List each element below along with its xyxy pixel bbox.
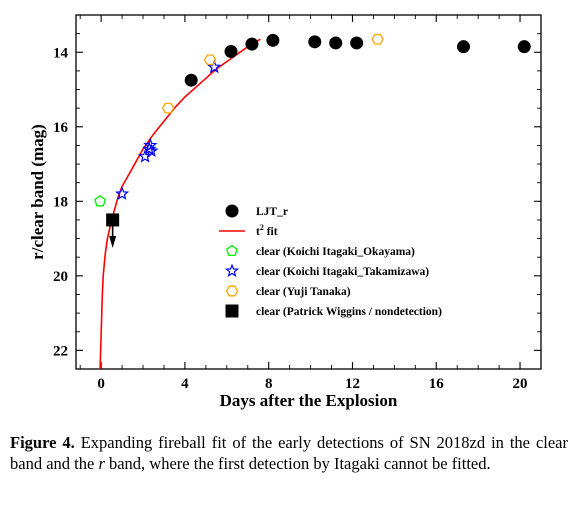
data-point-series-0: [245, 37, 259, 51]
y-axis-title: r/clear band (mag): [28, 124, 47, 260]
legend-label-series-3: clear (Yuji Tanaka): [256, 286, 351, 298]
x-tick-label: 8: [265, 376, 273, 392]
legend-label-series-4: clear (Patrick Wiggins / nondetection): [256, 306, 442, 318]
data-point-series-0: [457, 40, 470, 54]
legend-label-series-2: clear (Koichi Itagaki_Takamizawa): [256, 266, 429, 278]
data-point-series-0: [350, 36, 364, 50]
legend-marker-ljt: [225, 204, 239, 218]
data-points: [94, 33, 531, 248]
x-tick-label: 20: [513, 376, 528, 392]
data-point-series-0: [329, 36, 343, 50]
legend-marker-series-3: [225, 285, 239, 297]
caption-label: Figure 4.: [10, 433, 75, 452]
data-point-series-0: [266, 33, 280, 47]
caption-italic: r: [98, 454, 105, 473]
legend-marker-series-1: [226, 244, 238, 257]
axis-labels: Days after the Explosion r/clear band (ma…: [28, 124, 398, 410]
x-tick-label: 12: [345, 376, 360, 392]
plot-border: [75, 14, 542, 370]
y-tick-label: 16: [53, 120, 69, 136]
light-curve-chart: 0 4 8 12 16 20 14 16 18 20 22 LJT_r t2 fit clear (Ko…: [28, 14, 542, 410]
data-point-series-3: [371, 33, 384, 45]
x-axis-title: Days after the Explosion: [220, 391, 398, 410]
data-point-series-0: [308, 35, 322, 49]
figure-caption: Figure 4. Expanding fireball fit of the …: [10, 432, 568, 474]
legend-label-ljt: LJT_r: [256, 206, 288, 218]
data-point-series-3: [203, 54, 217, 66]
legend: LJT_r t2 fit clear (Koichi Itagaki_Okayama…: [219, 204, 442, 318]
y-tick-label: 18: [53, 194, 68, 210]
data-point-series-0: [184, 73, 198, 87]
legend-marker-series-2: [224, 263, 240, 278]
x-tick-label: 16: [429, 376, 445, 392]
data-point-series-4: [106, 213, 120, 227]
fit-curve-layer: [99, 38, 261, 370]
y-tick-label: 22: [53, 343, 68, 359]
caption-text-2: band, where the first detection by Itaga…: [104, 454, 491, 473]
data-point-series-0: [517, 40, 531, 54]
fit-curve-line: [99, 38, 261, 370]
x-tick-label: 0: [97, 376, 105, 392]
y-tick-label: 20: [53, 269, 68, 285]
data-point-series-1: [94, 194, 107, 207]
legend-label-fit: t2 fit: [256, 223, 278, 238]
data-point-series-2: [143, 137, 158, 152]
data-point-series-3: [161, 102, 175, 114]
caption-text-1: Expanding fireball fit of the early dete…: [10, 433, 568, 473]
data-point-series-0: [224, 45, 238, 59]
axis-ticks: 0 4 8 12 16 20 14 16 18 20 22: [53, 14, 542, 392]
legend-marker-series-4: [225, 304, 239, 318]
legend-label-series-1: clear (Koichi Itagaki_Okayama): [256, 246, 415, 258]
upper-limit-arrow-head: [109, 235, 117, 248]
data-point-series-2: [207, 59, 222, 74]
y-tick-label: 14: [53, 45, 69, 61]
x-tick-label: 4: [181, 376, 189, 392]
data-point-series-2: [115, 186, 130, 200]
plot-frame: [75, 14, 542, 370]
